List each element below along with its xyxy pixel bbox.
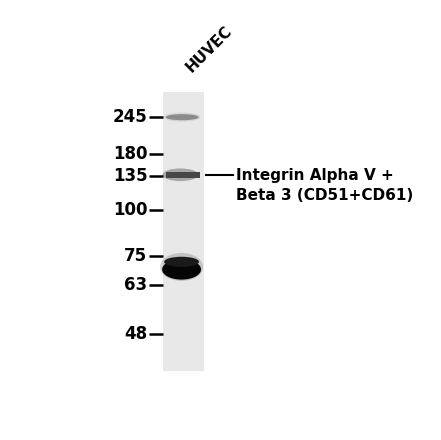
Text: 245: 245 <box>112 108 147 126</box>
Text: 75: 75 <box>124 247 147 265</box>
Text: 100: 100 <box>113 202 147 220</box>
Text: 48: 48 <box>124 325 147 343</box>
Bar <box>165 172 199 178</box>
Ellipse shape <box>162 169 198 181</box>
Ellipse shape <box>164 113 200 122</box>
Text: Integrin Alpha V +
Beta 3 (CD51+CD61): Integrin Alpha V + Beta 3 (CD51+CD61) <box>236 168 414 203</box>
Text: 135: 135 <box>113 168 147 186</box>
Ellipse shape <box>160 253 203 281</box>
Bar <box>163 92 204 371</box>
Text: HUVEC: HUVEC <box>183 23 235 75</box>
Ellipse shape <box>162 259 201 280</box>
Ellipse shape <box>164 257 199 267</box>
Text: 180: 180 <box>113 146 147 163</box>
Text: 63: 63 <box>124 276 147 294</box>
Ellipse shape <box>166 114 198 120</box>
